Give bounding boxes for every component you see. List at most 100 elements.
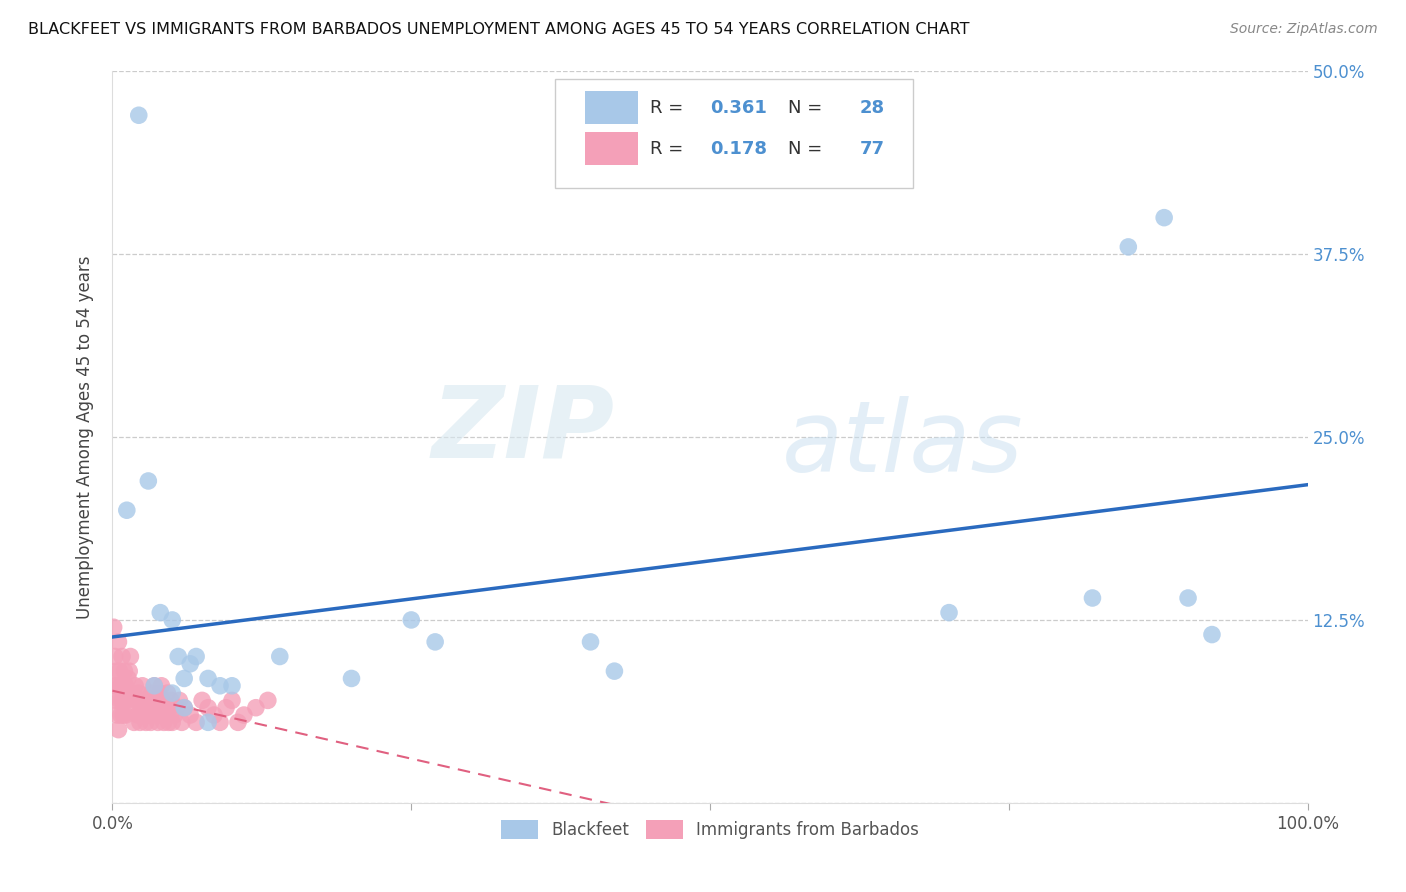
Point <box>179 657 201 671</box>
Point <box>152 693 174 707</box>
Point <box>938 606 960 620</box>
Point <box>603 664 626 678</box>
Point <box>132 693 155 707</box>
Point <box>162 715 183 730</box>
Point <box>170 715 193 730</box>
Point <box>425 635 447 649</box>
Text: atlas: atlas <box>782 396 1024 493</box>
Point <box>108 664 131 678</box>
Point <box>167 649 190 664</box>
Point <box>110 708 132 723</box>
Text: 0.361: 0.361 <box>710 99 766 117</box>
Point <box>107 723 129 737</box>
Point <box>103 620 125 634</box>
Point <box>145 693 167 707</box>
Point <box>114 679 136 693</box>
Point <box>173 700 195 714</box>
Point <box>179 708 201 723</box>
Point <box>111 649 134 664</box>
Point <box>401 613 423 627</box>
Point <box>156 686 179 700</box>
Point <box>245 700 267 714</box>
Point <box>160 693 183 707</box>
Text: N =: N = <box>787 99 828 117</box>
Point <box>125 693 148 707</box>
Point <box>157 715 180 730</box>
Point <box>153 715 176 730</box>
Point <box>148 686 170 700</box>
Point <box>1177 591 1199 605</box>
FancyBboxPatch shape <box>585 91 638 124</box>
Legend: Blackfeet, Immigrants from Barbados: Blackfeet, Immigrants from Barbados <box>495 814 925 846</box>
Point <box>162 686 183 700</box>
Point <box>105 693 128 707</box>
Point <box>139 715 162 730</box>
Point <box>136 693 159 707</box>
Point <box>257 693 280 707</box>
Point <box>1201 627 1223 641</box>
Point <box>112 708 135 723</box>
Point <box>134 708 156 723</box>
Point <box>226 715 249 730</box>
Point <box>150 679 173 693</box>
Y-axis label: Unemployment Among Ages 45 to 54 years: Unemployment Among Ages 45 to 54 years <box>76 255 94 619</box>
Point <box>117 672 139 686</box>
Text: 77: 77 <box>859 140 884 158</box>
Point <box>146 715 169 730</box>
Point <box>142 700 165 714</box>
Point <box>128 108 150 122</box>
Point <box>115 693 138 707</box>
Point <box>114 664 135 678</box>
Point <box>114 693 135 707</box>
Point <box>159 700 181 714</box>
Point <box>141 686 163 700</box>
Point <box>197 672 219 686</box>
Point <box>215 700 238 714</box>
Point <box>115 503 138 517</box>
Point <box>127 708 149 723</box>
Point <box>105 664 128 678</box>
Point <box>120 649 142 664</box>
Point <box>153 700 176 714</box>
Point <box>169 693 191 707</box>
Point <box>155 708 177 723</box>
Point <box>221 693 243 707</box>
Point <box>107 635 129 649</box>
Point <box>135 715 157 730</box>
Point <box>121 700 143 714</box>
FancyBboxPatch shape <box>585 132 638 165</box>
Point <box>129 700 152 714</box>
FancyBboxPatch shape <box>554 78 914 188</box>
Point <box>114 708 136 723</box>
Point <box>110 679 132 693</box>
Point <box>186 649 208 664</box>
Point <box>143 679 166 693</box>
Point <box>111 693 134 707</box>
Point <box>221 679 243 693</box>
Point <box>197 715 219 730</box>
Point <box>197 700 219 714</box>
Point <box>105 679 128 693</box>
Point <box>186 715 208 730</box>
Point <box>1081 591 1104 605</box>
Point <box>131 679 153 693</box>
Point <box>104 679 127 693</box>
Point <box>209 679 232 693</box>
Text: N =: N = <box>787 140 828 158</box>
Point <box>579 635 602 649</box>
Text: Source: ZipAtlas.com: Source: ZipAtlas.com <box>1230 22 1378 37</box>
Point <box>118 664 141 678</box>
Text: BLACKFEET VS IMMIGRANTS FROM BARBADOS UNEMPLOYMENT AMONG AGES 45 TO 54 YEARS COR: BLACKFEET VS IMMIGRANTS FROM BARBADOS UN… <box>28 22 970 37</box>
Point <box>138 700 160 714</box>
Text: 28: 28 <box>859 99 884 117</box>
Point <box>166 700 188 714</box>
Point <box>173 672 195 686</box>
Point <box>138 708 160 723</box>
Point <box>104 649 127 664</box>
Point <box>269 649 291 664</box>
Point <box>163 708 186 723</box>
Point <box>143 679 166 693</box>
Point <box>112 679 135 693</box>
Point <box>1118 240 1140 254</box>
Text: ZIP: ZIP <box>432 381 614 478</box>
